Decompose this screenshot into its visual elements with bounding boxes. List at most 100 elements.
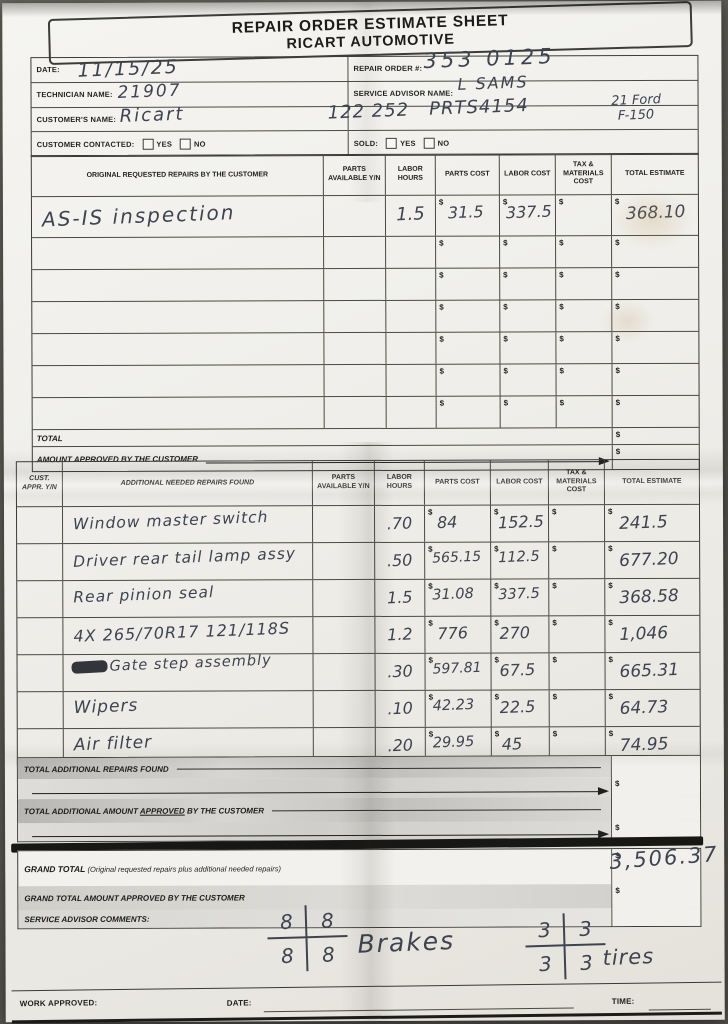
dollar-sign: $ [503,398,509,408]
total-estimate-value: 368.58 [618,585,680,609]
repair-order-label: REPAIR ORDER #: [353,64,423,74]
grand-total-approved-label: GRAND TOTAL AMOUNT APPROVED BY THE CUSTO… [24,892,245,903]
original-repairs-table: ORIGINAL REQUESTED REPAIRS BY THE CUSTOM… [30,152,700,473]
header-total-estimate: TOTAL ESTIMATE [625,169,685,177]
table-header-row: ORIGINAL REQUESTED REPAIRS BY THE CUSTOM… [31,153,698,198]
dollar-sign: $ [608,655,613,665]
dollar-sign: $ [552,655,557,665]
contacted-no-checkbox[interactable] [179,138,192,150]
dollar-sign: $ [551,507,557,517]
table-row: Gate step assembly .30 $597.81 $67.5 $ $665.3… [17,652,700,693]
total-estimate-value: 241.5 [618,512,669,534]
total-label: TOTAL [36,433,63,443]
dollar-sign: $ [428,618,433,628]
header-labor-hours: LABOR HOURS [385,154,436,195]
total-estimate-value: 64.73 [619,697,669,719]
grand-total-label: GRAND TOTAL [24,863,86,875]
header-tax-materials: TAX & MATERIALS COST [555,154,612,195]
tire-value: 3 [536,917,552,942]
grand-total-row: GRAND TOTAL (Original requested repairs … [17,847,702,889]
vehicle-line2: F-150 [617,107,655,124]
total-estimate-value: 368.10 [625,201,686,225]
dollar-sign: $ [438,197,444,207]
labor-cost-value: 67.5 [499,659,536,681]
dollar-sign: $ [608,729,614,739]
grand-total-approved-row: GRAND TOTAL AMOUNT APPROVED BY THE CUSTO… [17,883,702,912]
labor-cost-value: 22.5 [499,696,536,718]
table-row: Rear pinion seal 1.5 $31.08 $337.5 $ $368.58 [17,578,700,619]
total-estimate-value: 74.95 [619,734,669,756]
labor-hours-value: 1.2 [386,624,414,645]
header-tax-materials: TAX & MATERIALS COST [548,460,605,505]
additional-approved-label-pre: TOTAL ADDITIONAL AMOUNT [24,806,140,816]
parts-cost-value: 776 [437,623,469,644]
table-row: AS-IS inspection 1.5 $31.5 $337.5 $ $368… [31,194,699,239]
additional-approved-band: TOTAL ADDITIONAL AMOUNT APPROVED BY THE … [17,796,702,825]
contacted-yes-label: YES [156,139,173,149]
tires-note: tires [602,944,655,971]
info-section: DATE: TECHNICIAN NAME: CUSTOMER'S NAME: … [30,44,699,158]
dollar-sign: $ [559,398,565,408]
sold-no-checkbox[interactable] [423,137,435,149]
header-cust-appr: CUST. APPR. Y/N [16,462,63,507]
repair-desc-value: Gate step assembly [109,652,272,675]
sold-yes-checkbox[interactable] [386,137,398,149]
header-original-repairs: ORIGINAL REQUESTED REPAIRS BY THE CUSTOM… [31,155,324,197]
brake-measurements: 8 8 8 8 [266,904,349,973]
dollar-sign: $ [559,334,564,344]
dollar-sign: $ [494,729,500,739]
parts-cost-value: 84 [436,512,458,533]
tax-cell: $ [555,195,613,236]
labor-cost-value: 270 [499,622,531,644]
repair-desc-value: Wipers [73,695,139,719]
repair-desc-value: Rear pinion seal [72,583,215,607]
table-header-row: CUST. APPR. Y/N ADDITIONAL NEEDED REPAIR… [16,459,699,508]
header-labor-cost: LABOR COST [499,154,556,195]
dollar-sign: $ [615,302,620,312]
dollar-sign: $ [427,507,433,517]
dollar-sign: $ [608,544,613,554]
customer-value: Ricart [119,103,185,127]
labor-hours-value: .20 [387,735,414,756]
labor-hours-cell: 1.5 [385,195,437,236]
tire-value: 3 [537,951,553,976]
parts-cost-value: 597.81 [432,659,482,678]
dollar-sign: $ [608,581,613,591]
parts-cost-cell: $31.5 [435,195,501,236]
table-row: $ $ $ $ [32,267,699,303]
time-line [648,984,711,1011]
table-row: 4X 265/70R17 121/118S 1.2 $776 $270 $ $1,046 [17,615,700,656]
table-row: $ $ $ $ [32,235,699,271]
contacted-yes-checkbox[interactable] [142,138,154,150]
labor-cost-value: 337.5 [505,201,553,223]
technician-label: TECHNICIAN NAME: [36,89,113,100]
parts-cost-value: 31.5 [447,201,484,223]
dollar-sign: $ [615,238,620,248]
table-row: $ $ $ $ [32,395,699,431]
approval-arrow [32,834,608,838]
labor-hours-value: .30 [386,661,414,682]
parts-available-cell [323,195,387,237]
sold-label: SOLD: [353,138,379,148]
brakes-note: Brakes [356,925,456,959]
labor-hours-value: 1.5 [386,587,413,608]
dollar-sign: $ [559,270,564,280]
header-parts-available: PARTS AVAILABLE Y/N [323,154,386,196]
repair-desc-value: 4X 265/70R17 121/118S [73,618,291,646]
work-approved-label: WORK APPROVED: [19,998,98,1009]
dollar-sign: $ [503,334,508,344]
grand-total-value: 3,506.37 [608,841,720,874]
repair-desc-value: Air filter [73,732,153,756]
dollar-sign: $ [503,238,508,248]
dollar-sign: $ [552,729,558,739]
additional-approved-label-post: BY THE CUSTOMER [184,805,265,816]
additional-approved-label-word: APPROVED [139,806,185,816]
dollar-sign: $ [608,692,614,702]
sold-yes-label: YES [400,138,416,148]
date-label: DATE: [36,65,60,75]
contacted-no-label: NO [193,139,206,149]
dollar-sign: $ [559,366,564,376]
advisor-label: SERVICE ADVISOR NAME: [353,88,454,99]
brake-value: 8 [278,908,294,934]
